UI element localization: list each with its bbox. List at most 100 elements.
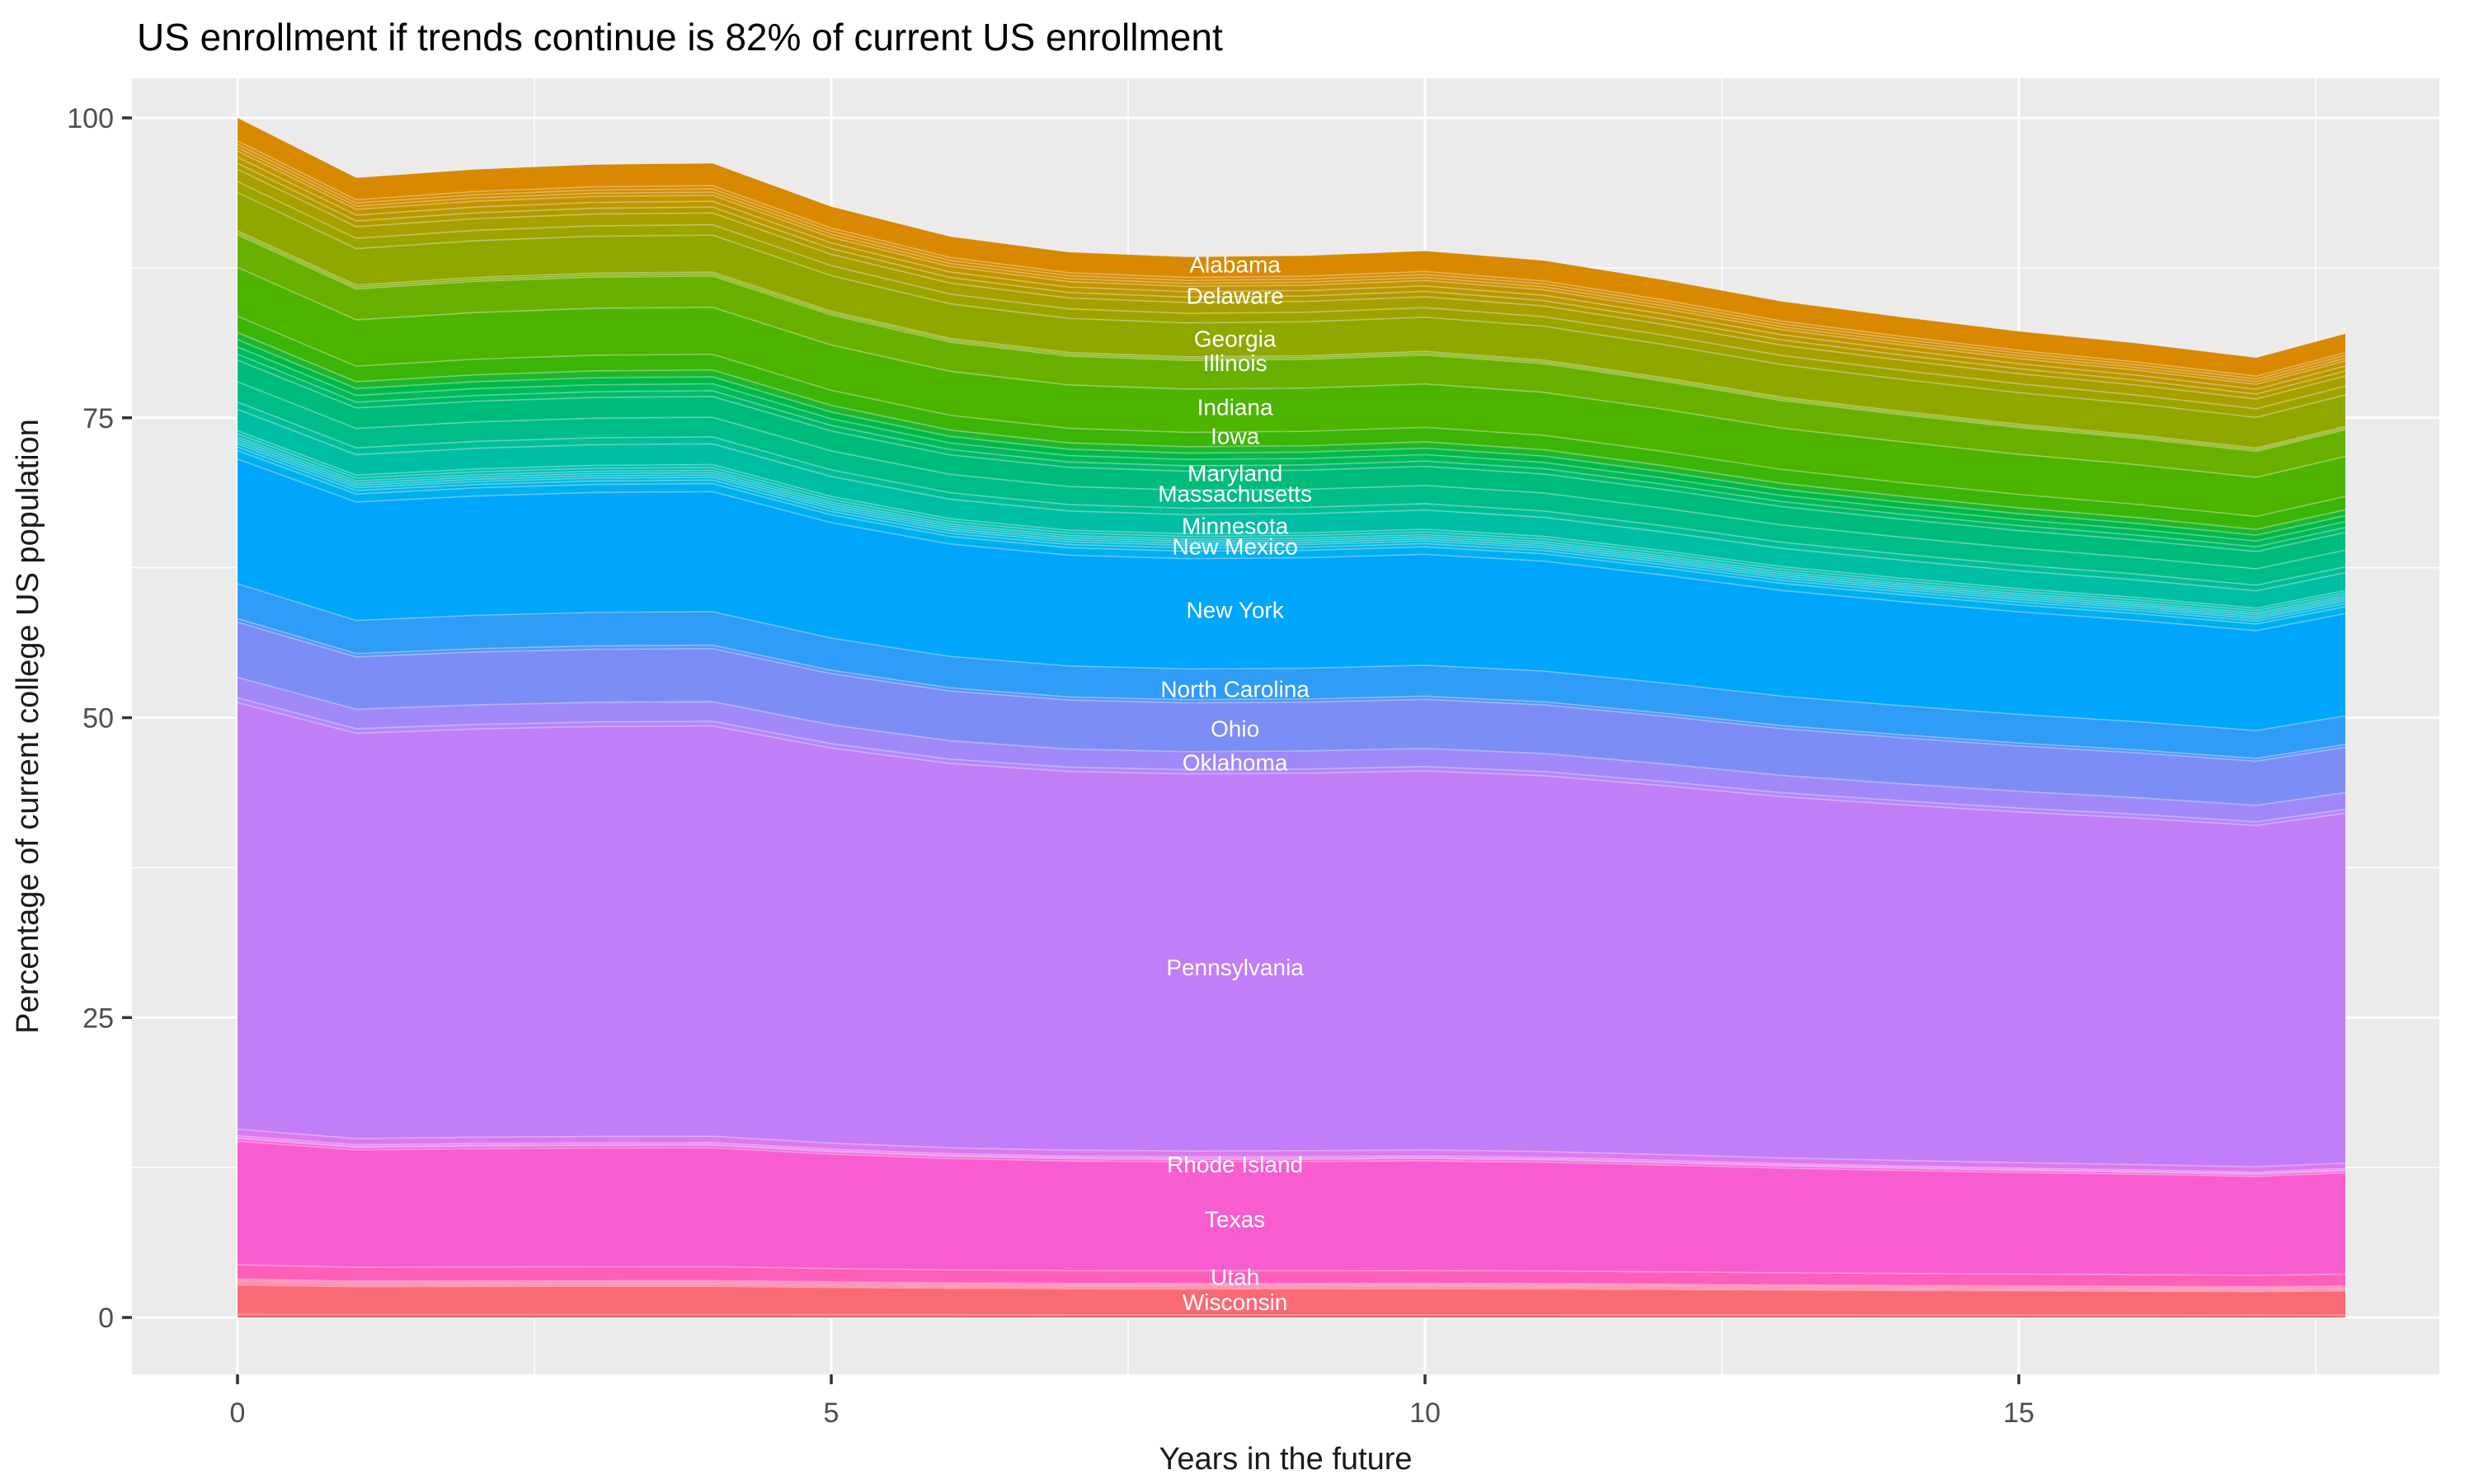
x-axis-title: Years in the future <box>1159 1442 1412 1477</box>
band-boundary <box>237 449 2346 625</box>
band-illinois <box>238 234 2345 477</box>
band-pennsylvania <box>238 702 2345 1167</box>
band-iowa <box>238 316 2345 530</box>
band-boundary <box>237 439 2346 616</box>
band-label-utah: Utah <box>1211 1265 1259 1290</box>
band-boundary <box>237 1282 2346 1291</box>
y-tick-label: 25 <box>82 1003 114 1034</box>
band-label-maryland: Maryland <box>1188 461 1282 486</box>
band-texas <box>238 1141 2345 1275</box>
band-boundary <box>237 583 2346 731</box>
band-north-carolina <box>238 584 2345 758</box>
chart-title: US enrollment if trends continue is 82% … <box>137 16 1223 59</box>
band-indiana <box>238 267 2345 517</box>
band-boundary <box>237 140 2346 378</box>
band-boundary <box>237 1281 2346 1290</box>
band-boundary <box>237 143 2346 380</box>
band-boundary <box>237 266 2346 478</box>
band-boundary <box>237 618 2346 759</box>
band-boundary <box>237 440 2346 618</box>
axis-tick-marks <box>122 116 2020 1384</box>
band-label-new-york: New York <box>1186 598 1284 623</box>
band-boundary <box>237 1138 2346 1176</box>
band-tennessee <box>238 1139 2345 1176</box>
band-boundary <box>237 1140 2346 1177</box>
band-boundary <box>237 359 2346 552</box>
band-label-pennsylvania: Pennsylvania <box>1166 955 1304 980</box>
band-boundary <box>237 191 2346 419</box>
band-boundary <box>237 436 2346 614</box>
x-tick-label: 15 <box>2003 1397 2034 1429</box>
axis-tick-labels: 0 5 10 15 0 25 50 75 100 <box>67 103 2034 1429</box>
band-massachusetts <box>238 382 2345 585</box>
band-label-iowa: Iowa <box>1211 424 1260 449</box>
band-utah <box>238 1265 2345 1287</box>
band-boundary <box>237 1136 2346 1175</box>
band-boundary <box>237 702 2346 827</box>
band-label-ohio: Ohio <box>1211 716 1259 742</box>
band-boundary <box>237 381 2346 570</box>
band-boundary <box>237 621 2346 763</box>
band-new-york <box>238 458 2345 731</box>
band-ohio <box>238 622 2345 805</box>
band-label-alabama: Alabama <box>1189 252 1281 278</box>
band-boundary <box>237 339 2346 537</box>
band-boundary <box>237 433 2346 612</box>
band-boundary <box>237 1284 2346 1293</box>
band-minnesota <box>238 409 2345 608</box>
band-oklahoma <box>238 677 2345 822</box>
x-tick-label: 5 <box>824 1397 840 1429</box>
band-boundary <box>237 401 2346 586</box>
band-label-georgia: Georgia <box>1194 326 1277 352</box>
x-tick-label: 0 <box>230 1397 246 1429</box>
band-boundary <box>237 446 2346 622</box>
y-tick-label: 50 <box>82 703 114 735</box>
band-boundary <box>237 168 2346 400</box>
band-label-texas: Texas <box>1205 1207 1265 1233</box>
y-axis-title: Percentage of current college US populat… <box>11 419 45 1034</box>
y-tick-label: 100 <box>67 103 114 134</box>
band-label-massachusetts: Massachusetts <box>1158 481 1312 506</box>
band-label-indiana: Indiana <box>1197 395 1273 420</box>
y-tick-label: 75 <box>82 403 114 434</box>
band-label-oklahoma: Oklahoma <box>1183 749 1288 775</box>
band-boundary <box>237 230 2346 449</box>
band-boundary <box>237 697 2346 823</box>
band-boundary <box>237 676 2346 806</box>
band-boundary <box>237 1134 2346 1173</box>
band-label-delaware: Delaware <box>1186 283 1283 308</box>
band-boundary <box>237 443 2346 620</box>
band-boundary <box>237 331 2346 531</box>
band-boundary <box>237 315 2346 518</box>
band-label-rhode-island: Rhode Island <box>1167 1152 1303 1177</box>
band-virginia <box>238 1280 2345 1289</box>
band-boundary <box>237 150 2346 385</box>
band-boundary <box>237 234 2346 453</box>
band-vermont <box>238 1279 2345 1289</box>
band-boundary <box>237 156 2346 390</box>
band-label-wisconsin: Wisconsin <box>1183 1289 1288 1315</box>
band-boundary <box>237 430 2346 609</box>
area-bands <box>237 118 2346 1317</box>
band-wyoming <box>238 1314 2345 1317</box>
band-boundary <box>237 1264 2346 1276</box>
band-boundary <box>237 162 2346 395</box>
band-maryland <box>238 359 2345 569</box>
band-boundary <box>237 408 2346 592</box>
band-west-virginia <box>238 1283 2345 1292</box>
band-alabama <box>238 118 2345 377</box>
band-label-minnesota: Minnesota <box>1182 514 1289 539</box>
band-boundary <box>237 1313 2346 1316</box>
x-tick-label: 10 <box>1409 1397 1441 1429</box>
band-boundary <box>237 1280 2346 1289</box>
band-boundary <box>237 353 2346 548</box>
band-label-north-carolina: North Carolina <box>1160 677 1310 702</box>
band-washington <box>238 1281 2345 1291</box>
band-boundary <box>237 1278 2346 1288</box>
band-rhode-island <box>238 1129 2345 1172</box>
band-label-illinois: Illinois <box>1203 350 1268 376</box>
band-boundary <box>237 147 2346 383</box>
